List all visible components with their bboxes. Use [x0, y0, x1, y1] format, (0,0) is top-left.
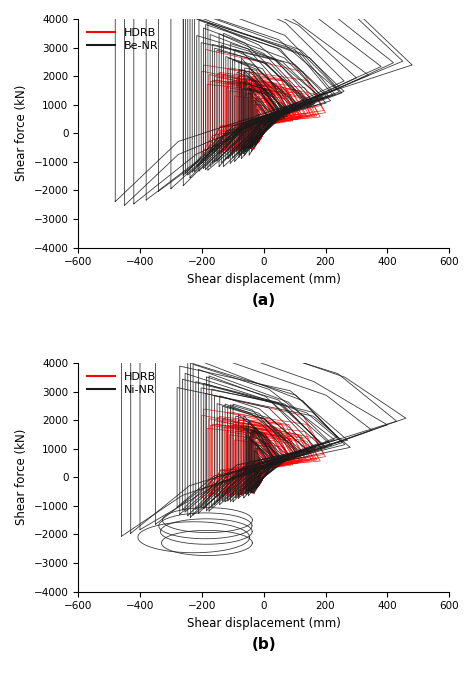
Y-axis label: Shear force (kN): Shear force (kN): [15, 429, 28, 525]
Legend: HDRB, Ni-NR: HDRB, Ni-NR: [84, 369, 159, 399]
Text: (b): (b): [251, 637, 276, 652]
X-axis label: Shear displacement (mm): Shear displacement (mm): [187, 273, 341, 285]
X-axis label: Shear displacement (mm): Shear displacement (mm): [187, 617, 341, 630]
Y-axis label: Shear force (kN): Shear force (kN): [15, 85, 28, 182]
Legend: HDRB, Be-NR: HDRB, Be-NR: [84, 25, 162, 55]
Text: (a): (a): [252, 293, 276, 308]
